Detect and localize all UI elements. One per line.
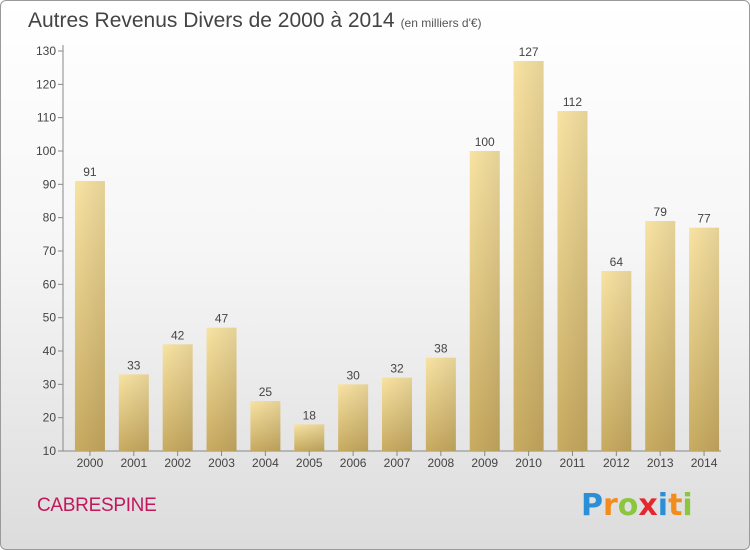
x-tick-label: 2014	[691, 456, 718, 470]
bar-shade	[206, 327, 237, 451]
x-tick-label: 2010	[515, 456, 542, 470]
y-tick-label: 130	[36, 44, 56, 58]
chart-unit: (en milliers d'€)	[400, 16, 482, 30]
y-tick-label: 90	[43, 177, 57, 191]
bar-value-label: 79	[654, 205, 668, 219]
bar-shade	[118, 374, 149, 451]
x-tick-label: 2003	[208, 456, 235, 470]
bar-value-label: 91	[83, 165, 97, 179]
bar-value-label: 42	[171, 328, 185, 342]
bar-value-label: 77	[697, 212, 711, 226]
bar-value-label: 100	[475, 135, 495, 149]
logo-letter: x	[638, 488, 658, 523]
bar-shade	[645, 221, 676, 451]
bar-shade	[162, 344, 193, 451]
bar-value-label: 112	[563, 95, 582, 109]
bar-value-label: 33	[127, 358, 141, 372]
logo-letter: i	[657, 488, 669, 523]
y-tick-label: 10	[43, 444, 57, 458]
x-tick-label: 2009	[471, 456, 498, 470]
chart-title: Autres Revenus Divers de 2000 à 2014 (en …	[28, 9, 482, 33]
y-tick-label: 110	[37, 111, 56, 125]
logo-letter: t	[668, 488, 683, 523]
y-tick-label: 50	[43, 311, 57, 325]
y-tick-label: 30	[43, 377, 57, 391]
y-tick-label: 120	[36, 77, 56, 91]
bar-shade	[425, 357, 456, 451]
bar-shade	[469, 151, 500, 451]
bar-shade	[382, 377, 412, 451]
proxiti-logo: Proxiti	[581, 488, 693, 523]
x-tick-label: 2013	[647, 456, 674, 470]
x-tick-label: 2012	[603, 456, 630, 470]
x-tick-label: 2007	[384, 456, 411, 470]
x-tick-label: 2001	[120, 456, 147, 470]
bar-value-label: 64	[610, 255, 624, 269]
commune-name: CABRESPINE	[37, 495, 157, 516]
bar-value-label: 38	[434, 342, 448, 356]
x-tick-label: 2004	[252, 456, 279, 470]
bar-shade	[601, 271, 632, 451]
bar-value-label: 30	[346, 368, 360, 382]
y-tick-label: 20	[43, 411, 57, 425]
x-tick-label: 2000	[77, 456, 104, 470]
y-tick-label: 80	[43, 211, 57, 225]
bar-shade	[513, 61, 544, 451]
bar-shade	[74, 181, 105, 451]
logo-letter: o	[617, 488, 639, 523]
bar-shade	[250, 401, 281, 451]
y-tick-label: 60	[43, 277, 57, 291]
logo-letter: i	[682, 488, 693, 523]
y-tick-label: 100	[36, 144, 56, 158]
bar-shade	[557, 111, 588, 451]
bar-value-label: 18	[303, 408, 317, 422]
x-tick-label: 2008	[428, 456, 455, 470]
bar-value-label: 47	[215, 312, 229, 326]
y-tick-label: 40	[43, 344, 57, 358]
x-tick-label: 2011	[560, 456, 586, 470]
logo-letter: P	[581, 488, 603, 523]
x-tick-label: 2006	[340, 456, 367, 470]
bar-value-label: 32	[390, 362, 404, 376]
bar-shade	[294, 424, 325, 451]
x-tick-label: 2005	[296, 456, 323, 470]
bar-value-label: 25	[259, 385, 273, 399]
x-tick-label: 2002	[164, 456, 191, 470]
bar-shade	[338, 384, 369, 451]
y-tick-label: 70	[43, 244, 57, 258]
chart-title-text: Autres Revenus Divers de 2000 à 2014	[28, 9, 395, 32]
bar-value-label: 127	[519, 45, 539, 59]
logo-letter: r	[603, 488, 618, 523]
bar-shade	[689, 227, 720, 451]
